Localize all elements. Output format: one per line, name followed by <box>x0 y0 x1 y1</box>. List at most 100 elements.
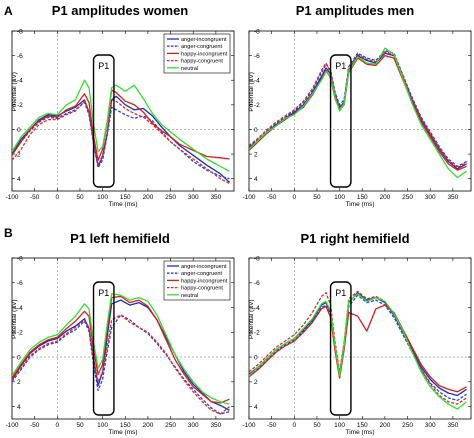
chart-4-x-tick-label: 100 <box>334 422 345 429</box>
chart-3-x-axis-label: Time (ms) <box>108 429 137 436</box>
chart-3-y-tick-label: 0 <box>17 354 21 361</box>
chart-3-x-tick-label: 0 <box>55 422 59 429</box>
panel-label-a: A <box>4 4 13 18</box>
chart-1-x-tick-label: -100 <box>5 194 18 201</box>
chart-1-legend: anger-incongruentanger-congruenthappy-in… <box>163 33 231 74</box>
chart-4: P1 right hemifield -8 -6 -4 -2 0 2 4 -100 -50 0 50 1… <box>242 231 472 436</box>
chart-4-x-tick-label: 50 <box>313 422 321 429</box>
chart-4-x-tick-label: 350 <box>447 422 458 429</box>
chart-4-p1-window-box <box>329 281 352 416</box>
chart-2-p1-label: P1 <box>335 61 346 71</box>
chart-2-x-tick-label: 250 <box>402 194 413 201</box>
chart-3-y-tick-label: -2 <box>17 330 23 337</box>
chart-3-p1-label: P1 <box>98 288 109 298</box>
chart-1-p1-label: P1 <box>98 61 109 71</box>
chart-1-x-tick-label: 350 <box>210 194 221 201</box>
chart-2-y-tick-label: -6 <box>254 53 260 60</box>
chart-3-title: P1 left hemifield <box>70 231 170 246</box>
chart-4-x-tick-label: 300 <box>425 422 436 429</box>
chart-2-p1-window-box <box>329 54 352 188</box>
chart-4-y-tick-label: -2 <box>254 330 260 337</box>
chart-3: P1 left hemifield -8 -6 -4 -2 0 2 4 -100 -50 0 50 10… <box>5 231 235 436</box>
chart-1-x-axis-label: Time (ms) <box>108 201 137 208</box>
chart-4-x-tick-label: -50 <box>267 422 277 429</box>
chart-2-y-tick-label: 2 <box>254 151 258 158</box>
chart-1-y-tick-label: -6 <box>17 53 23 60</box>
chart-4-title: P1 right hemifield <box>300 231 409 246</box>
chart-1-series-neutral <box>12 79 230 172</box>
chart-4-y-tick-label: -8 <box>254 255 260 262</box>
chart-4-x-tick-label: 200 <box>379 422 390 429</box>
chart-4-y-tick-label: 2 <box>254 379 258 386</box>
chart-1-y-tick-label: -2 <box>17 102 23 109</box>
chart-3-x-tick-label: 50 <box>76 422 84 429</box>
chart-2-x-tick-label: 150 <box>357 194 368 201</box>
chart-1-y-tick-label: -4 <box>17 78 23 85</box>
chart-3-legend-label-happy-incongruent: happy-incongruent <box>181 278 228 284</box>
chart-2-x-tick-label: 0 <box>292 194 296 201</box>
chart-2-y-tick-label: -2 <box>254 102 260 109</box>
chart-1-y-axis-label: Potential (µV) <box>11 72 18 112</box>
chart-4-series-anger-congruent <box>249 294 467 402</box>
chart-4-x-tick-label: 150 <box>357 422 368 429</box>
chart-3-y-tick-label: 4 <box>17 404 21 411</box>
chart-1-p1-window-box <box>92 54 115 188</box>
chart-4-series-happy-incongruent <box>249 304 467 393</box>
chart-3-series-anger-congruent <box>12 314 230 415</box>
chart-4-x-tick-label: -100 <box>242 422 255 429</box>
chart-3-y-tick-label: 2 <box>17 379 21 386</box>
chart-1-y-tick-label: 2 <box>17 151 21 158</box>
chart-3-x-tick-label: 300 <box>188 422 199 429</box>
chart-1-title: P1 amplitudes women <box>52 3 189 18</box>
chart-3-x-tick-label: 250 <box>165 422 176 429</box>
chart-2-y-tick-label: -4 <box>254 78 260 85</box>
chart-4-plot-frame <box>248 257 472 420</box>
chart-1-x-tick-label: 300 <box>188 194 199 201</box>
chart-1: P1 amplitudes women -8 -6 -4 -2 0 2 4 -100 -50 0 50… <box>5 3 235 208</box>
chart-2-title: P1 amplitudes men <box>296 3 415 18</box>
chart-2-x-tick-label: -50 <box>267 194 277 201</box>
chart-2-x-tick-label: 100 <box>334 194 345 201</box>
chart-2: P1 amplitudes men -8 -6 -4 -2 0 2 4 -100 -50 0 50 10… <box>242 3 472 208</box>
chart-1-x-tick-label: 100 <box>97 194 108 201</box>
chart-3-legend-label-anger-congruent: anger-congruent <box>181 271 222 277</box>
chart-1-legend-label-anger-incongruent: anger-incongruent <box>181 37 227 43</box>
chart-2-x-axis-label: Time (ms) <box>345 201 374 208</box>
chart-1-x-tick-label: 250 <box>165 194 176 201</box>
chart-2-y-tick-label: -8 <box>254 28 260 35</box>
chart-3-x-tick-label: 350 <box>210 422 221 429</box>
panel-label-b: B <box>4 226 13 240</box>
chart-1-series-anger-congruent <box>12 101 230 180</box>
chart-1-legend-label-happy-incongruent: happy-incongruent <box>181 51 228 57</box>
chart-1-x-tick-label: 0 <box>55 194 59 201</box>
chart-3-series-anger-incongruent <box>12 299 230 411</box>
chart-3-legend-label-happy-congruent: happy-congruent <box>181 286 223 292</box>
chart-4-x-tick-label: 250 <box>402 422 413 429</box>
chart-1-series-happy-congruent <box>12 99 230 185</box>
chart-1-x-tick-label: 150 <box>120 194 131 201</box>
chart-3-p1-window-box <box>92 281 115 416</box>
chart-2-series-neutral <box>249 47 467 179</box>
chart-4-x-axis-label: Time (ms) <box>345 429 374 436</box>
chart-2-y-tick-label: 4 <box>254 176 258 183</box>
chart-4-y-tick-label: -6 <box>254 280 260 287</box>
chart-1-x-tick-label: 200 <box>142 194 153 201</box>
chart-2-x-tick-label: 50 <box>313 194 321 201</box>
chart-2-x-tick-label: 350 <box>447 194 458 201</box>
chart-2-x-tick-label: -100 <box>242 194 255 201</box>
chart-3-legend: anger-incongruentanger-congruenthappy-in… <box>163 260 231 301</box>
chart-4-series-neutral <box>249 293 467 410</box>
chart-4-y-axis-label: Potential (µV) <box>248 299 255 339</box>
chart-3-x-tick-label: 150 <box>120 422 131 429</box>
chart-1-legend-label-anger-congruent: anger-congruent <box>181 44 222 50</box>
chart-4-y-tick-label: 0 <box>254 354 258 361</box>
chart-1-legend-label-neutral: neutral <box>181 66 198 72</box>
chart-3-x-tick-label: -100 <box>5 422 18 429</box>
chart-3-series-neutral <box>12 293 230 405</box>
chart-3-y-axis-label: Potential (µV) <box>11 299 18 339</box>
chart-1-y-tick-label: 4 <box>17 176 21 183</box>
chart-3-y-tick-label: -4 <box>17 305 23 312</box>
chart-3-series-happy-congruent <box>12 314 230 415</box>
chart-3-y-tick-label: -8 <box>17 255 23 262</box>
